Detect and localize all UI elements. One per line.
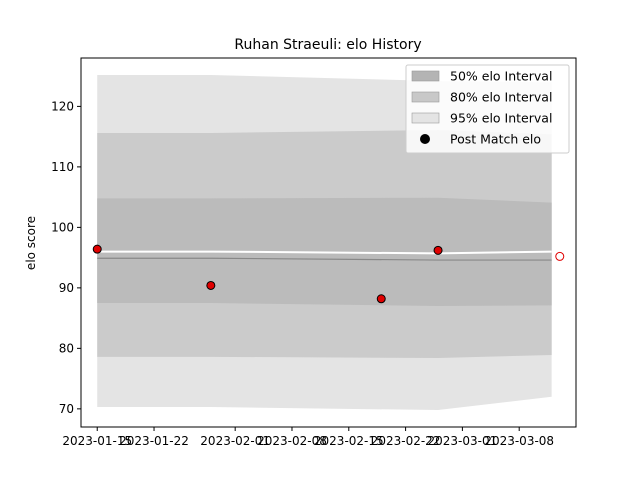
y-tick-label: 90 bbox=[59, 281, 74, 295]
legend-swatch-95-elo-interval bbox=[411, 112, 440, 124]
y-tick-label: 70 bbox=[59, 402, 74, 416]
mean-elo-line bbox=[97, 257, 552, 261]
trend-line bbox=[97, 250, 552, 255]
x-tick-label: 2023-02-22 bbox=[371, 434, 441, 448]
x-tick-label: 2023-02-01 bbox=[200, 434, 270, 448]
legend-label-80-elo-interval: 80% elo Interval bbox=[450, 90, 552, 105]
x-tick-label: 2023-03-08 bbox=[484, 434, 554, 448]
axes-frame bbox=[80, 57, 577, 428]
legend-swatch-80-elo-interval bbox=[411, 91, 440, 103]
y-tick-label: 120 bbox=[51, 99, 74, 113]
y-tick-label: 100 bbox=[51, 220, 74, 234]
plot-area bbox=[92, 74, 565, 411]
x-tick-label: 2023-01-22 bbox=[119, 434, 189, 448]
post-match-elo-point-3 bbox=[376, 294, 386, 304]
y-axis: 70 80 90 100 110 120 bbox=[51, 99, 81, 416]
y-axis-title: elo score bbox=[24, 216, 38, 270]
x-tick-label: 2023-02-15 bbox=[314, 434, 384, 448]
post-match-elo-point-4 bbox=[433, 245, 443, 255]
legend-swatch-50-elo-interval bbox=[411, 70, 440, 82]
legend-box bbox=[405, 64, 570, 154]
y-tick-label: 80 bbox=[59, 341, 74, 355]
post-match-elo-point-2 bbox=[206, 280, 216, 290]
legend: 50% elo Interval 80% elo Interval 95% elo … bbox=[405, 64, 570, 154]
x-tick-label: 2023-03-01 bbox=[428, 434, 498, 448]
legend-marker-post-match-elo bbox=[420, 134, 430, 144]
post-match-elo-point-1 bbox=[92, 244, 102, 254]
x-tick-label: 2023-01-15 bbox=[62, 434, 132, 448]
y-tick-label: 110 bbox=[51, 160, 74, 174]
chart-title: Ruhan Straeuli: elo History bbox=[234, 37, 421, 53]
legend-label-post-match-elo: Post Match elo bbox=[450, 132, 541, 147]
legend-label-95-elo-interval: 95% elo Interval bbox=[450, 111, 552, 126]
projected-elo-point bbox=[555, 251, 565, 261]
legend-label-50-elo-interval: 50% elo Interval bbox=[450, 69, 552, 84]
x-tick-label: 2023-02-08 bbox=[257, 434, 327, 448]
